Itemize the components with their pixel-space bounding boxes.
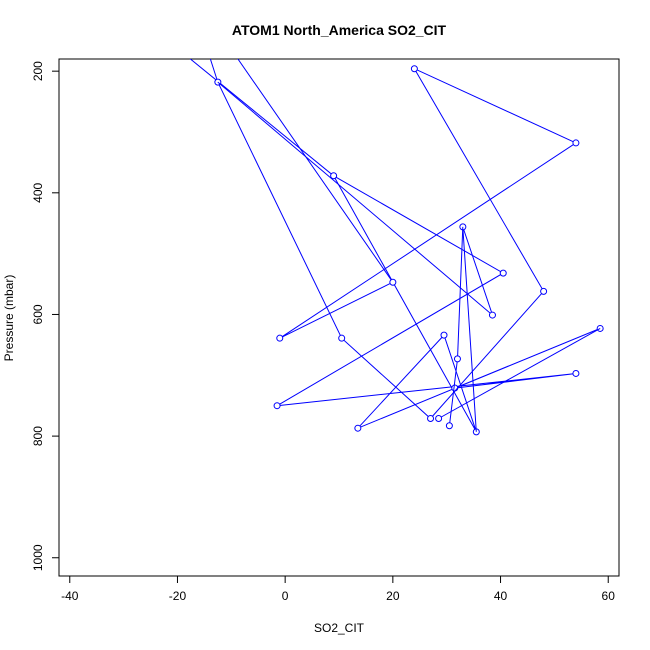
series-line <box>217 81 494 432</box>
data-point <box>427 414 435 422</box>
y-tick-label: 400 <box>31 182 45 202</box>
x-tick-label: 20 <box>386 589 400 603</box>
series-layer <box>189 59 604 436</box>
series-0 <box>189 59 604 436</box>
data-point <box>453 355 461 363</box>
x-tick-label: 60 <box>602 589 616 603</box>
data-point <box>540 287 548 295</box>
data-point <box>410 65 418 73</box>
data-point <box>354 424 362 432</box>
data-point <box>435 414 443 422</box>
y-tick-label: 600 <box>31 304 45 324</box>
y-axis: 200 400 600 800 1000 <box>31 61 60 571</box>
data-point <box>572 139 580 147</box>
series-line <box>189 59 601 433</box>
data-point <box>451 384 459 392</box>
y-tick-label: 200 <box>31 61 45 81</box>
x-tick-label: 0 <box>282 589 289 603</box>
data-point <box>499 269 507 277</box>
y-axis-label: Pressure (mbar) <box>2 275 16 362</box>
x-axis: -40 -20 0 20 40 60 <box>61 575 616 603</box>
data-point <box>488 311 496 319</box>
data-point <box>445 422 453 430</box>
data-point <box>273 402 281 410</box>
y-tick-label: 1000 <box>31 544 45 571</box>
series-line <box>438 327 601 419</box>
series-1 <box>209 59 580 422</box>
data-point <box>389 278 397 286</box>
x-tick-label: 40 <box>494 589 508 603</box>
x-tick-label: -40 <box>61 589 79 603</box>
y-tick-label: 800 <box>31 426 45 446</box>
x-axis-label: SO2_CIT <box>314 621 365 635</box>
data-point <box>276 334 284 342</box>
data-point <box>572 369 580 377</box>
data-point <box>338 334 346 342</box>
series-4 <box>435 327 601 422</box>
plot-frame <box>58 58 620 577</box>
series-line <box>209 59 577 420</box>
series-2 <box>217 81 496 432</box>
data-point <box>330 172 338 180</box>
chart-title: ATOM1 North_America SO2_CIT <box>232 22 447 38</box>
data-point <box>440 331 448 339</box>
x-tick-label: -20 <box>169 589 187 603</box>
series-3 <box>445 226 464 430</box>
